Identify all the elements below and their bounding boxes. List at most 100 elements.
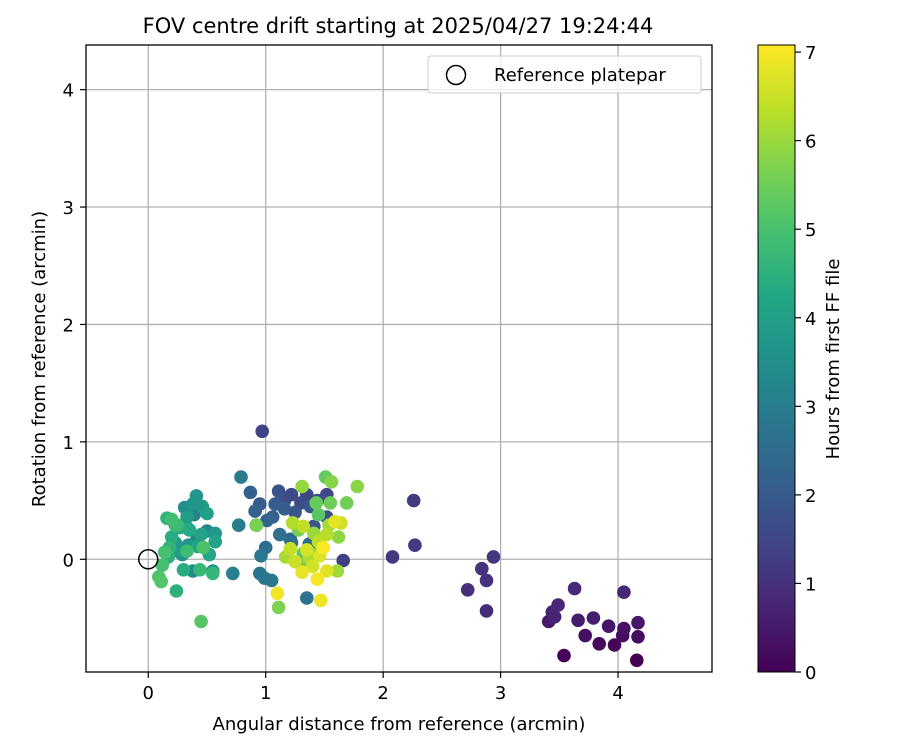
colorbar-ticks: 0 1 2 3 4 5 6 7: [795, 43, 816, 684]
data-point: [296, 519, 311, 534]
colorbar-label: Hours from first FF file: [823, 259, 844, 460]
data-point: [295, 565, 309, 579]
data-point: [277, 502, 292, 516]
data-point: [260, 513, 274, 528]
data-point: [226, 566, 240, 581]
data-point: [309, 496, 324, 510]
data-point: [270, 586, 285, 601]
reference-marker: [137, 549, 159, 570]
data-point: [479, 604, 494, 618]
data-point: [154, 574, 168, 589]
legend-marker-circle: [445, 64, 467, 86]
data-point: [194, 527, 208, 542]
y-axis-ticks: 0 1 2 3 4: [63, 81, 86, 571]
x-tick-label: 3: [495, 683, 506, 704]
data-point: [305, 559, 320, 574]
data-point: [193, 563, 207, 577]
data-point: [601, 619, 616, 633]
colorbar-tick-label: 1: [805, 574, 816, 595]
colorbar-tick-label: 7: [805, 43, 816, 64]
data-point: [571, 613, 585, 628]
x-axis-ticks: 0 1 2 3 4: [143, 672, 624, 704]
data-point: [180, 544, 194, 558]
data-point: [300, 591, 314, 605]
data-point: [189, 489, 204, 503]
data-point: [300, 543, 314, 557]
colorbar-tick-label: 4: [805, 309, 816, 330]
data-point: [249, 518, 264, 532]
data-point: [406, 493, 421, 508]
data-point: [330, 564, 345, 578]
data-point: [331, 530, 346, 544]
data-point: [551, 598, 565, 612]
data-point: [586, 611, 601, 625]
data-point: [567, 581, 582, 596]
data-point: [328, 514, 342, 529]
data-point: [271, 484, 286, 499]
x-tick-label: 4: [612, 683, 623, 704]
y-tick-label: 4: [63, 81, 74, 102]
y-tick-label: 1: [63, 433, 74, 454]
data-point: [206, 566, 220, 581]
data-point: [234, 470, 248, 484]
data-point: [169, 584, 184, 598]
data-point: [157, 545, 172, 559]
data-point: [283, 541, 298, 556]
plot-frame: [85, 44, 713, 673]
data-point: [336, 553, 351, 568]
data-point: [231, 518, 246, 532]
data-point: [631, 615, 645, 630]
x-tick-label: 1: [260, 683, 271, 704]
x-tick-label: 0: [143, 683, 154, 704]
colorbar-tick-label: 0: [805, 663, 816, 684]
data-point: [320, 564, 334, 578]
legend-label: Reference platepar: [494, 65, 666, 86]
data-point: [288, 505, 302, 520]
data-point: [607, 638, 622, 652]
data-point: [631, 630, 645, 644]
colorbar-tick-label: 5: [805, 220, 816, 241]
reference-point: [137, 549, 159, 570]
data-point: [243, 485, 258, 500]
data-point: [311, 507, 326, 522]
data-point: [248, 504, 262, 518]
data-point: [182, 523, 197, 537]
data-point: [194, 614, 208, 629]
data-point: [208, 534, 222, 549]
data-point: [264, 573, 279, 588]
data-point: [196, 540, 211, 555]
data-point: [486, 550, 501, 564]
data-point: [155, 558, 170, 572]
legend-box: [427, 55, 702, 94]
x-tick-label: 2: [377, 683, 388, 704]
data-point: [557, 648, 571, 663]
colorbar-gradient: [757, 44, 796, 673]
y-axis-label: Rotation from reference (arcmin): [29, 211, 50, 507]
data-point: [408, 538, 422, 552]
data-point: [350, 479, 365, 494]
data-point: [295, 479, 309, 494]
data-point: [385, 550, 400, 564]
grid-lines: [86, 45, 712, 672]
colorbar-tick-label: 2: [805, 486, 816, 507]
y-tick-label: 3: [63, 198, 74, 219]
data-point: [475, 561, 489, 576]
data-point: [617, 585, 631, 599]
legend: Reference platepar: [427, 55, 702, 94]
data-point: [617, 621, 631, 636]
x-axis-label: Angular distance from reference (arcmin): [213, 714, 586, 735]
data-point: [254, 549, 268, 563]
data-point: [200, 506, 214, 521]
data-point: [323, 496, 338, 510]
y-tick-label: 0: [63, 550, 74, 571]
data-point: [310, 572, 325, 586]
data-point: [324, 475, 339, 489]
data-points: [152, 424, 645, 668]
chart-title: FOV centre drift starting at 2025/04/27 …: [143, 14, 654, 38]
data-point: [460, 583, 475, 597]
y-tick-label: 2: [63, 315, 74, 336]
data-point: [630, 653, 644, 668]
data-point: [288, 554, 302, 569]
data-point: [255, 424, 269, 439]
